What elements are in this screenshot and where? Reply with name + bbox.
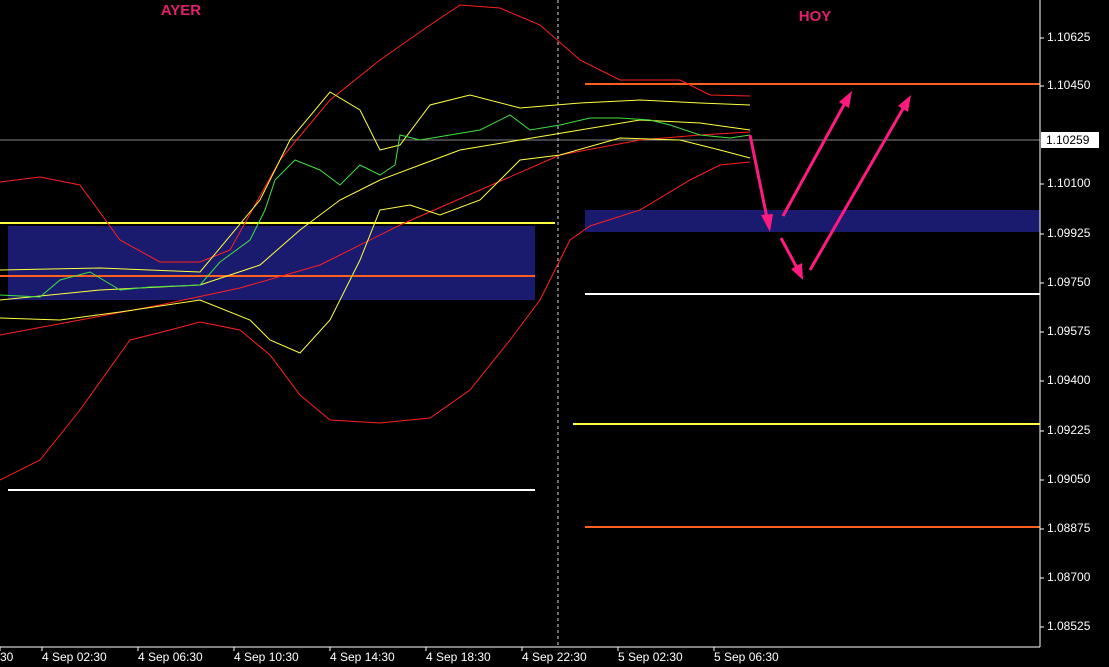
y-tick-label: 1.09925 bbox=[1047, 226, 1091, 240]
x-tick-label: 5 Sep 06:30 bbox=[714, 650, 779, 664]
y-tick-label: 1.09050 bbox=[1047, 472, 1091, 486]
y-tick-label: 1.10625 bbox=[1047, 30, 1091, 44]
y-tick-label: 1.08700 bbox=[1047, 570, 1091, 584]
x-tick-label: 4 Sep 22:30 bbox=[522, 650, 587, 664]
x-tick-label: 30 bbox=[0, 650, 14, 664]
axis-labels: 1.10625 1.10450 1.10100 1.09925 1.09750 1.095… bbox=[0, 30, 1091, 664]
current-price: 1.10259 bbox=[1046, 133, 1090, 147]
y-tick-label: 1.09575 bbox=[1047, 324, 1091, 338]
x-tick-label: 5 Sep 02:30 bbox=[618, 650, 683, 664]
y-tick-label: 1.10450 bbox=[1047, 78, 1091, 92]
y-tick-label: 1.10100 bbox=[1047, 176, 1091, 190]
plot: AYER HOY bbox=[0, 0, 1040, 647]
y-tick-label: 1.09750 bbox=[1047, 275, 1091, 289]
x-tick-label: 4 Sep 14:30 bbox=[330, 650, 395, 664]
x-tick-label: 4 Sep 18:30 bbox=[426, 650, 491, 664]
day-label: HOY bbox=[799, 8, 832, 25]
y-tick-label: 1.08525 bbox=[1047, 619, 1091, 633]
zone bbox=[8, 226, 535, 300]
arrows bbox=[748, 91, 911, 280]
x-tick-label: 4 Sep 02:30 bbox=[42, 650, 107, 664]
zone bbox=[585, 210, 1040, 232]
x-tick-label: 4 Sep 10:30 bbox=[234, 650, 299, 664]
band-upper bbox=[0, 4, 751, 263]
band-lower bbox=[0, 161, 751, 481]
band-upper bbox=[0, 91, 751, 273]
x-tick-label: 4 Sep 06:30 bbox=[138, 650, 203, 664]
band-middle bbox=[0, 119, 751, 301]
current-price-box bbox=[1041, 132, 1099, 148]
day-label: AYER bbox=[161, 2, 201, 19]
y-tick-label: 1.09225 bbox=[1047, 423, 1091, 437]
band-lower bbox=[0, 137, 751, 354]
price bbox=[0, 114, 751, 298]
y-tick-label: 1.09400 bbox=[1047, 373, 1091, 387]
y-tick-label: 1.08875 bbox=[1047, 521, 1091, 535]
